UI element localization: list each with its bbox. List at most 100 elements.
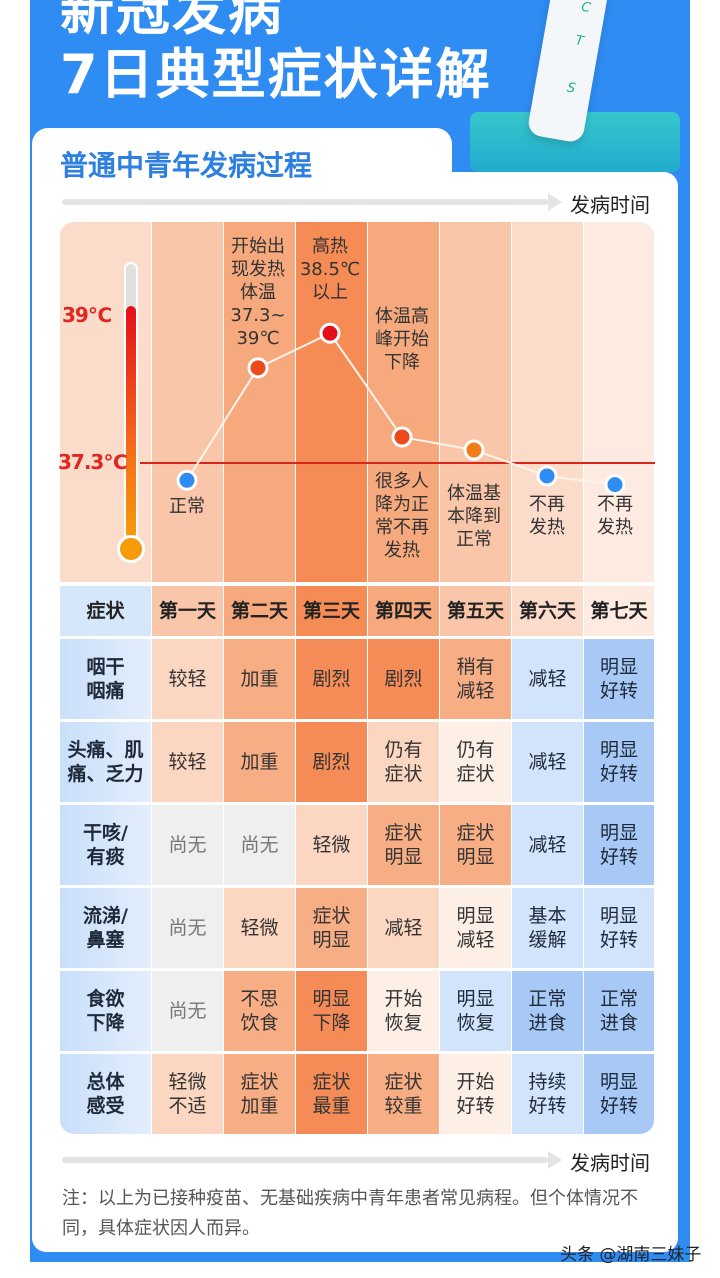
watermark: 头条 @湖南三妹子 <box>560 1245 702 1265</box>
symptom-name: 总体 感受 <box>60 1054 151 1134</box>
table-cell: 尚无 <box>152 888 223 968</box>
table-cell: 明显 恢复 <box>440 971 511 1051</box>
annotation-above: 体温 <box>240 282 276 303</box>
symptom-name: 食欲 下降 <box>60 971 151 1051</box>
table-cell: 症状 明显 <box>296 888 367 968</box>
symptom-name: 咽干 咽痛 <box>60 639 151 719</box>
table-cell: 减轻 <box>512 805 583 885</box>
temperature-point <box>463 439 485 461</box>
annotation-above: 37.3~ <box>230 305 286 326</box>
table-cell: 轻微 <box>296 805 367 885</box>
annotation-below: 不再 <box>597 494 633 515</box>
time-arrow-top <box>62 199 548 205</box>
chart-column-bg <box>368 222 439 582</box>
annotation-below: 降为正 <box>375 494 429 515</box>
annotation-above: 峰开始 <box>375 329 429 350</box>
day-header: 第一天 <box>152 586 223 636</box>
table-cell: 症状 最重 <box>296 1054 367 1134</box>
symptom-name: 干咳/ 有痰 <box>60 805 151 885</box>
table-cell: 轻微 <box>224 888 295 968</box>
table-cell: 剧烈 <box>296 722 367 802</box>
time-arrow-bottom <box>62 1157 548 1163</box>
day-header: 第五天 <box>440 586 511 636</box>
card-title: 普通中青年发病过程 <box>60 149 313 182</box>
table-cell: 症状 明显 <box>368 805 439 885</box>
time-axis-label-bottom: 发病时间 <box>570 1151 650 1175</box>
thermometer-fill <box>126 306 136 538</box>
table-cell: 正常 进食 <box>584 971 654 1051</box>
label-37-3c: 37.3℃ <box>58 450 128 474</box>
table-cell: 明显 好转 <box>584 639 654 719</box>
day-header: 第三天 <box>296 586 367 636</box>
annotation-above: 下降 <box>384 352 420 373</box>
table-cell: 明显 好转 <box>584 888 654 968</box>
table-cell: 尚无 <box>152 805 223 885</box>
annotation-below: 正常 <box>456 529 492 550</box>
table-cell: 尚无 <box>224 805 295 885</box>
day-header: 第七天 <box>584 586 654 636</box>
table-cell: 仍有 症状 <box>368 722 439 802</box>
annotation-above: 体温高 <box>375 306 429 327</box>
chart-column-bg <box>512 222 583 582</box>
annotation-above: 39℃ <box>236 328 280 349</box>
table-cell: 稍有 减轻 <box>440 639 511 719</box>
table-cell: 加重 <box>224 722 295 802</box>
table-corner-header: 症状 <box>60 586 151 636</box>
table-cell: 较轻 <box>152 639 223 719</box>
annotation-below: 很多人 <box>375 471 429 492</box>
arrow-right-icon <box>548 1151 562 1169</box>
table-cell: 明显 好转 <box>584 722 654 802</box>
temperature-point <box>319 322 341 344</box>
table-cell: 仍有 症状 <box>440 722 511 802</box>
annotation-below: 发热 <box>597 517 633 538</box>
annotation-above: 现发热 <box>231 259 285 280</box>
page-title-line2: 7日典型症状详解 <box>60 43 492 106</box>
table-cell: 剧烈 <box>296 639 367 719</box>
thermometer-bulb <box>117 535 145 563</box>
table-cell: 症状 明显 <box>440 805 511 885</box>
annotation-below: 常不再 <box>375 517 429 538</box>
table-cell: 尚无 <box>152 971 223 1051</box>
day-header: 第六天 <box>512 586 583 636</box>
table-cell: 正常 进食 <box>512 971 583 1051</box>
annotation-below: 本降到 <box>447 506 501 527</box>
annotation-below: 发热 <box>529 517 565 538</box>
chart-column-bg <box>296 222 367 582</box>
table-cell: 明显 好转 <box>584 1054 654 1134</box>
table-cell: 加重 <box>224 639 295 719</box>
temperature-point <box>604 474 626 496</box>
annotation-below: 不再 <box>529 494 565 515</box>
chart-column-bg <box>584 222 654 582</box>
table-cell: 开始 恢复 <box>368 971 439 1051</box>
temperature-point <box>391 426 413 448</box>
annotation-above: 开始出 <box>231 236 285 257</box>
table-cell: 轻微 不适 <box>152 1054 223 1134</box>
chart-column-bg <box>152 222 223 582</box>
temperature-point <box>247 357 269 379</box>
chart-column-bg <box>440 222 511 582</box>
footnote: 注：以上为已接种疫苗、无基础疾病中青年患者常见病程。但个体情况不同，具体症状因人… <box>62 1188 638 1239</box>
table-cell: 明显 下降 <box>296 971 367 1051</box>
table-cell: 减轻 <box>512 722 583 802</box>
table-cell: 不思 饮食 <box>224 971 295 1051</box>
threshold-line-37-3 <box>140 462 655 464</box>
temperature-point <box>536 465 558 487</box>
table-cell: 症状 较重 <box>368 1054 439 1134</box>
table-cell: 基本 缓解 <box>512 888 583 968</box>
table-cell: 症状 加重 <box>224 1054 295 1134</box>
table-cell: 明显 减轻 <box>440 888 511 968</box>
annotation-below: 体温基 <box>447 483 501 504</box>
day-header: 第二天 <box>224 586 295 636</box>
annotation-above: 高热38.5℃以上 <box>299 236 361 303</box>
page-title-line1: 新冠发病 <box>60 0 284 42</box>
label-39c: 39℃ <box>62 303 112 327</box>
table-cell: 明显 好转 <box>584 805 654 885</box>
table-cell: 减轻 <box>368 888 439 968</box>
annotation-below: 正常 <box>169 496 205 517</box>
symptom-name: 流涕/ 鼻塞 <box>60 888 151 968</box>
table-cell: 较轻 <box>152 722 223 802</box>
arrow-right-icon <box>548 193 562 211</box>
symptom-name: 头痛、肌 痛、乏力 <box>60 722 151 802</box>
day-header: 第四天 <box>368 586 439 636</box>
